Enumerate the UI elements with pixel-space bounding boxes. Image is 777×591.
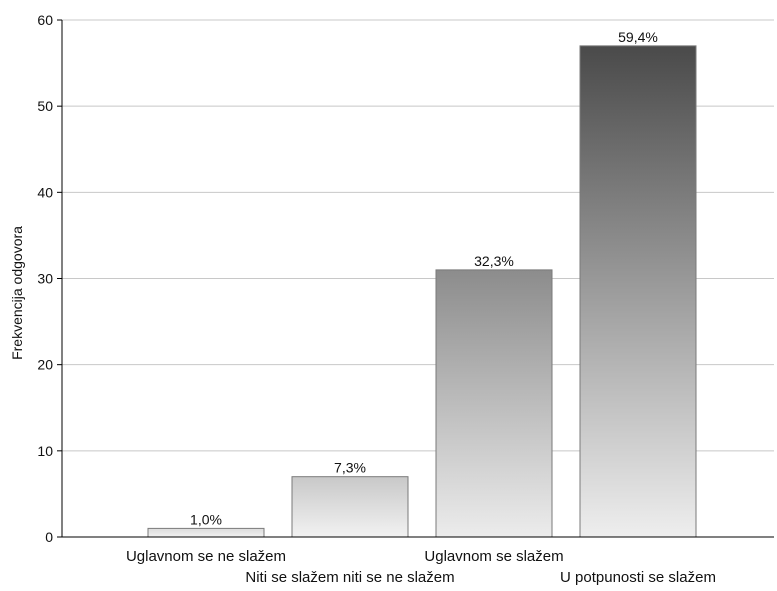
y-tick-label: 20	[37, 357, 53, 373]
y-tick-label: 40	[37, 184, 53, 200]
category-label: Niti se slažem niti se ne slažem	[245, 569, 454, 586]
category-label: Uglavnom se slažem	[424, 548, 563, 565]
category-label: Uglavnom se ne slažem	[126, 548, 286, 565]
data-label: 59,4%	[618, 29, 658, 45]
bar	[147, 527, 265, 538]
y-tick-label: 60	[37, 12, 53, 28]
data-label: 1,0%	[190, 511, 222, 527]
y-tick-label: 0	[45, 529, 53, 545]
y-tick-label: 50	[37, 98, 53, 114]
bar	[291, 476, 409, 538]
y-axis-title: Frekvencija odgovora	[9, 226, 25, 360]
data-label: 32,3%	[474, 253, 514, 269]
data-labels: 1,0% 7,3% 32,3% 59,4%	[190, 29, 658, 528]
bars	[147, 45, 697, 538]
y-tick-label: 10	[37, 443, 53, 459]
y-tick-label: 30	[37, 271, 53, 287]
category-labels: Uglavnom se ne slažem Niti se slažem niti…	[126, 548, 716, 586]
bar	[579, 45, 697, 538]
category-label: U potpunosti se slažem	[560, 569, 716, 586]
bar	[435, 269, 553, 538]
y-ticks: 0 10 20 30 40 50 60	[37, 12, 62, 545]
data-label: 7,3%	[334, 460, 366, 476]
